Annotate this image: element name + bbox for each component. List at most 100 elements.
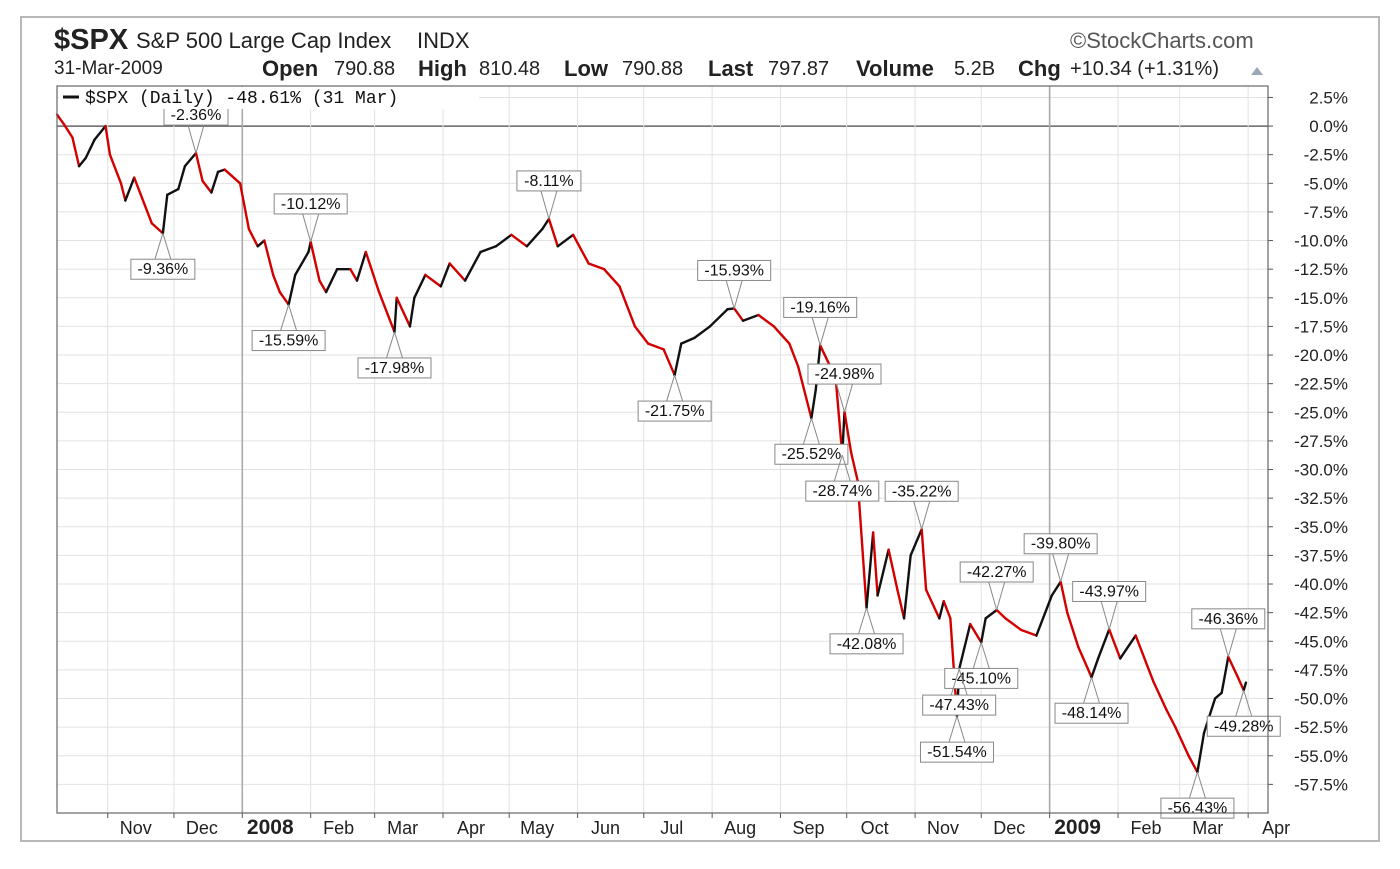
price-line [55,113,1248,774]
line-segment [1196,731,1206,774]
annotation-label: -43.97% [1079,583,1139,600]
annotation-leader [1243,690,1253,717]
annotation-label: -24.98% [815,366,875,383]
line-segment [1035,594,1054,637]
annotation-leader [1100,601,1110,630]
annotation-leader [162,233,172,260]
low-label: Low [564,56,608,81]
annotation-leader [1227,628,1237,657]
y-axis: 2.5% 0.0% -2.5% -5.0% -7.5% -10.0% -12.5% -15.0… [1268,88,1348,794]
line-segment [55,113,65,125]
line-segment [708,308,729,328]
annotation-leader [841,454,851,482]
line-segment [1119,634,1137,660]
y-tick-label: -37.5% [1294,546,1348,565]
annotation-box [944,667,1019,689]
line-segment [256,239,266,248]
line-segment [71,136,81,168]
line-segment [772,325,791,345]
annotation-box [922,694,997,716]
x-tick-label: 2008 [247,816,294,839]
annotation-callout: -42.08% [829,607,904,655]
line-segment [556,233,575,248]
line-segment [618,285,637,328]
x-tick-label: Mar [1192,818,1223,838]
annotation-leader [996,581,1006,611]
y-tick-label: -42.5% [1294,604,1348,623]
annotation-callout: -46.36% [1191,608,1266,657]
annotation-callout: -15.93% [697,259,772,309]
annotation-callout: -10.12% [273,193,348,243]
x-tick-label: Apr [457,818,485,838]
x-tick-label: Feb [1130,818,1161,838]
annotation-leader [958,668,968,696]
annotation-leader [540,190,550,220]
line-segment [541,217,551,231]
exchange-label: INDX [417,28,470,53]
annotation-leader [187,124,197,154]
line-segment [448,262,467,282]
x-tick-label: Sep [792,818,824,838]
line-segment [108,153,123,185]
line-segment [77,156,87,168]
x-tick-label: Aug [724,818,756,838]
annotation-label: -51.54% [927,744,987,761]
y-tick-label: -40.0% [1294,575,1348,594]
legend: $SPX (Daily) -48.61% (31 Mar) [59,87,479,109]
line-segment [93,124,107,142]
line-segment [1152,680,1168,712]
line-segment [834,376,844,457]
annotation-label: -2.36% [171,107,222,124]
annotation-box [637,400,712,422]
annotation-leader [980,642,990,669]
line-segment [788,342,800,368]
line-segment [732,307,745,322]
volume-value: 5.2B [954,58,996,80]
y-tick-label: -27.5% [1294,432,1348,451]
line-segment [1227,655,1239,677]
annotation-box [516,170,582,192]
annotation-label: -45.10% [951,670,1011,687]
annotation-box [807,363,882,385]
line-segment [525,227,544,248]
annotation-label: -42.08% [837,636,897,653]
y-tick-label: -47.5% [1294,661,1348,680]
y-tick-label: -45.0% [1294,632,1348,651]
line-segment [278,290,290,306]
annotation-label: -48.14% [1062,705,1122,722]
annotations: -2.36% -9.36% -10.12% -15.59% -17.98% -8.11% -… [130,104,1281,819]
annotation-leader [802,418,812,445]
line-segment [238,182,251,231]
line-segment [104,124,112,156]
chart-frame: $SPX S&P 500 Large Cap Index INDX ©Stock… [20,16,1380,842]
y-tick-label: 0.0% [1309,117,1348,136]
annotation-leader [310,213,320,243]
line-segment [957,622,972,671]
annotation-leader [972,642,982,669]
line-segment [693,325,712,340]
annotation-box [783,296,858,318]
line-segment [1141,651,1155,683]
annotation-leader [548,190,558,220]
line-segment [287,273,297,306]
annotation-box [959,561,1034,583]
line-segment [741,313,760,322]
annotation-leader [988,581,998,611]
low-value: 790.88 [622,58,684,80]
x-axis: Nov Dec 2008 Feb Mar Apr May Jun Jul Aug Sep Oct Nov… [107,813,1290,839]
annotation-callout: -49.28% [1206,690,1281,737]
annotation-label: -35.22% [892,483,952,500]
open-value: 790.88 [334,58,396,80]
annotation-box [774,443,849,465]
line-segment [856,479,868,610]
y-tick-label: -12.5% [1294,260,1348,279]
line-segment [1174,725,1190,757]
line-segment [377,290,390,317]
annotation-leader [1083,677,1093,704]
y-tick-label: -7.5% [1304,203,1348,222]
line-segment [247,227,259,248]
x-tick-label: Jun [591,818,620,838]
annotation-label: -56.43% [1168,800,1228,817]
line-segment [849,451,859,483]
